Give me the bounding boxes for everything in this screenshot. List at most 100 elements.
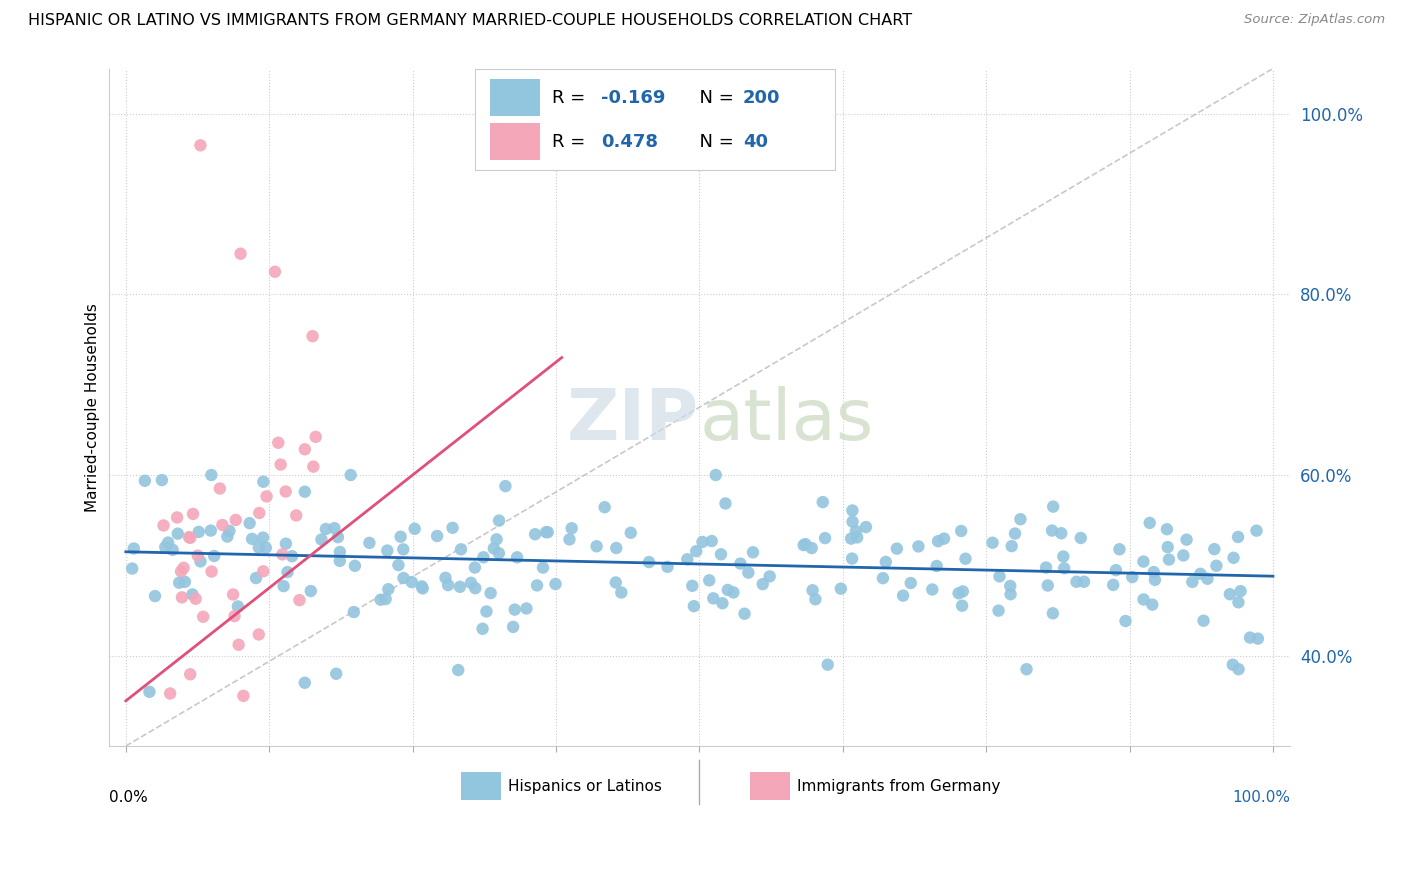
Point	[267, 435, 290, 450]
Text: 200: 200	[744, 88, 780, 107]
Point	[657, 559, 679, 574]
Point	[734, 607, 756, 621]
Point	[794, 537, 817, 551]
Point	[389, 530, 412, 544]
Point	[537, 525, 560, 540]
Point	[839, 532, 862, 546]
Point	[339, 468, 361, 483]
Point	[1142, 598, 1164, 612]
Point	[845, 524, 868, 538]
Point	[758, 569, 780, 583]
Point	[294, 484, 316, 499]
Point	[585, 539, 607, 553]
Point	[683, 599, 706, 614]
Point	[1035, 560, 1057, 574]
Point	[252, 564, 274, 578]
Point	[225, 513, 247, 527]
Point	[1121, 570, 1143, 584]
Point	[531, 560, 554, 574]
Point	[343, 605, 366, 619]
Point	[494, 479, 516, 493]
Point	[450, 542, 472, 557]
Point	[392, 571, 415, 585]
Point	[988, 569, 1011, 583]
Point	[229, 246, 252, 260]
Point	[150, 473, 173, 487]
Point	[273, 579, 295, 593]
Point	[294, 442, 316, 457]
Point	[377, 582, 399, 597]
Point	[1247, 632, 1270, 646]
Point	[1132, 592, 1154, 607]
Point	[187, 549, 209, 563]
Point	[1000, 587, 1022, 601]
Point	[166, 510, 188, 524]
Point	[502, 620, 524, 634]
Point	[325, 666, 347, 681]
Point	[166, 526, 188, 541]
Point	[247, 541, 270, 555]
Text: atlas: atlas	[699, 386, 873, 455]
Point	[1246, 524, 1268, 538]
Point	[814, 531, 837, 545]
Point	[730, 557, 752, 571]
Point	[886, 541, 908, 556]
Point	[927, 534, 949, 549]
Point	[503, 602, 526, 616]
Point	[485, 533, 508, 547]
Point	[1192, 614, 1215, 628]
Point	[955, 551, 977, 566]
Point	[482, 541, 505, 556]
Point	[526, 578, 548, 592]
Point	[441, 521, 464, 535]
Point	[1229, 584, 1251, 599]
Point	[681, 579, 703, 593]
Point	[1066, 574, 1088, 589]
Point	[181, 507, 204, 521]
Point	[179, 531, 201, 545]
Point	[222, 587, 245, 601]
Point	[1239, 631, 1261, 645]
Point	[460, 575, 482, 590]
Point	[247, 506, 270, 520]
Point	[676, 552, 699, 566]
Point	[367, 784, 389, 798]
Point	[274, 537, 297, 551]
Point	[801, 583, 824, 598]
Point	[245, 571, 267, 585]
Point	[200, 468, 222, 483]
Point	[793, 538, 815, 552]
Point	[264, 265, 287, 279]
Point	[488, 514, 510, 528]
Point	[846, 530, 869, 544]
Point	[1052, 549, 1074, 564]
Point	[202, 549, 225, 563]
Point	[1010, 512, 1032, 526]
Point	[697, 574, 720, 588]
Point	[1181, 574, 1204, 589]
Text: R =: R =	[551, 88, 591, 107]
Point	[392, 542, 415, 557]
Point	[404, 522, 426, 536]
Point	[200, 565, 222, 579]
Point	[737, 566, 759, 580]
Text: Source: ZipAtlas.com: Source: ZipAtlas.com	[1244, 13, 1385, 27]
Point	[177, 530, 200, 544]
Point	[159, 686, 181, 700]
Point	[1143, 565, 1166, 579]
Point	[1004, 526, 1026, 541]
Point	[561, 521, 583, 535]
Text: Hispanics or Latinos: Hispanics or Latinos	[508, 779, 662, 794]
Point	[710, 547, 733, 561]
Point	[299, 584, 322, 599]
Point	[1189, 566, 1212, 581]
Point	[692, 535, 714, 549]
Point	[471, 622, 494, 636]
Point	[1205, 558, 1227, 573]
Point	[240, 532, 263, 546]
Point	[1102, 578, 1125, 592]
Point	[472, 550, 495, 565]
Point	[434, 571, 457, 585]
Point	[685, 544, 707, 558]
FancyBboxPatch shape	[491, 123, 540, 160]
